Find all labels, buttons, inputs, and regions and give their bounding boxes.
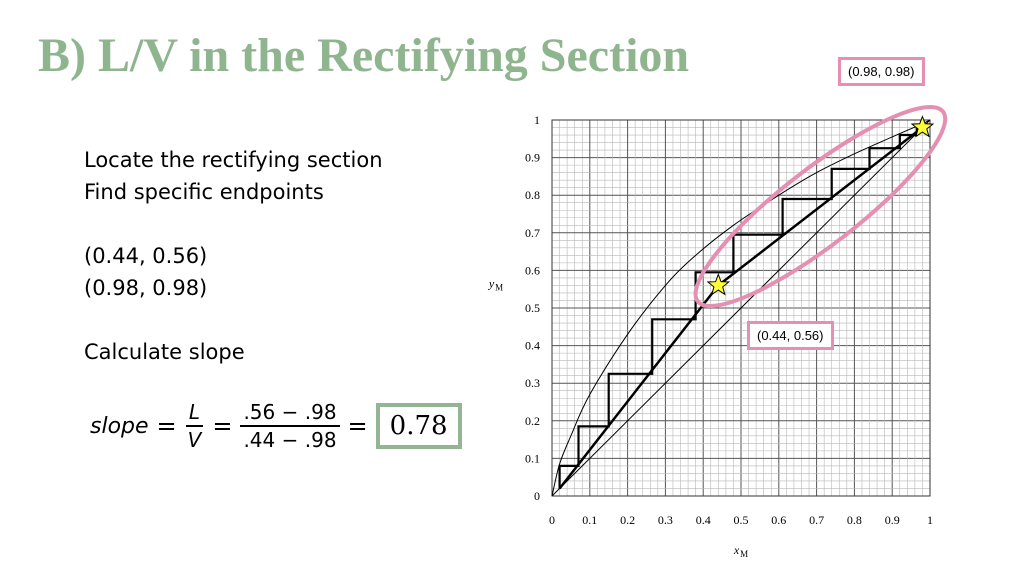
- y-tick-label: 1: [534, 113, 540, 127]
- fraction-values: .56 − .98 .44 − .98: [240, 401, 340, 452]
- callout-top-point: (0.98, 0.98): [838, 57, 925, 86]
- endpoint-star: [910, 115, 935, 138]
- y-tick-label: 0.5: [525, 301, 540, 315]
- eq-equals-3: =: [347, 412, 368, 440]
- equilibrium-curve: [551, 119, 931, 497]
- eq-equals-1: =: [156, 412, 177, 440]
- x-tick-label: 0.9: [885, 513, 900, 527]
- x-tick-label: 0.4: [696, 513, 711, 527]
- x-tick-label: 0.6: [771, 513, 786, 527]
- y-tick-label: 0.9: [525, 151, 540, 165]
- plot-frame: [551, 119, 931, 497]
- y-tick-label: 0: [534, 489, 540, 503]
- x-tick-label: 0.5: [734, 513, 749, 527]
- x-tick-label: 0.7: [809, 513, 824, 527]
- x-tick-label: 0.8: [847, 513, 862, 527]
- x-axis-label: xM: [733, 543, 748, 559]
- text-find: Find specific endpoints: [84, 180, 324, 204]
- y-tick-label: 0.7: [525, 226, 540, 240]
- x-tick-label: 0: [549, 513, 555, 527]
- y-tick-label: 0.8: [525, 188, 540, 202]
- fraction-lv-num: L: [185, 401, 204, 427]
- eq-equals-2: =: [212, 412, 233, 440]
- fraction-lv: L V: [185, 401, 205, 451]
- y-tick-label: 0.2: [525, 414, 540, 428]
- callout-mid-point: (0.44, 0.56): [747, 321, 834, 350]
- text-point2: (0.98, 0.98): [84, 276, 208, 300]
- fraction-lv-den: V: [187, 428, 202, 452]
- x-tick-label: 0.3: [658, 513, 673, 527]
- result-box: 0.78: [375, 403, 462, 449]
- fraction-values-den: .44 − .98: [243, 428, 337, 452]
- text-locate: Locate the rectifying section: [84, 148, 383, 172]
- y-tick-label: 0.4: [525, 339, 540, 353]
- x-tick-label: 0.1: [582, 513, 597, 527]
- stage-steps: [558, 127, 918, 489]
- x-tick-label: 1: [927, 513, 933, 527]
- endpoint-star: [706, 272, 731, 296]
- page-title: B) L/V in the Rectifying Section: [38, 29, 690, 82]
- diagonal-line: [551, 119, 931, 497]
- y-tick-label: 0.3: [525, 376, 540, 390]
- y-axis-label: yM: [488, 276, 503, 292]
- y-tick-label: 0.1: [525, 451, 540, 465]
- rectifying-section-highlight: [693, 104, 948, 309]
- fraction-values-num: .56 − .98: [240, 401, 340, 427]
- x-tick-label: 0.2: [620, 513, 635, 527]
- text-calculate: Calculate slope: [84, 340, 245, 364]
- y-tick-label: 0.6: [525, 263, 540, 277]
- eq-lhs: slope: [90, 413, 149, 439]
- slope-equation: slope = L V = .56 − .98 .44 − .98 = 0.78: [90, 398, 462, 454]
- text-point1: (0.44, 0.56): [84, 244, 208, 268]
